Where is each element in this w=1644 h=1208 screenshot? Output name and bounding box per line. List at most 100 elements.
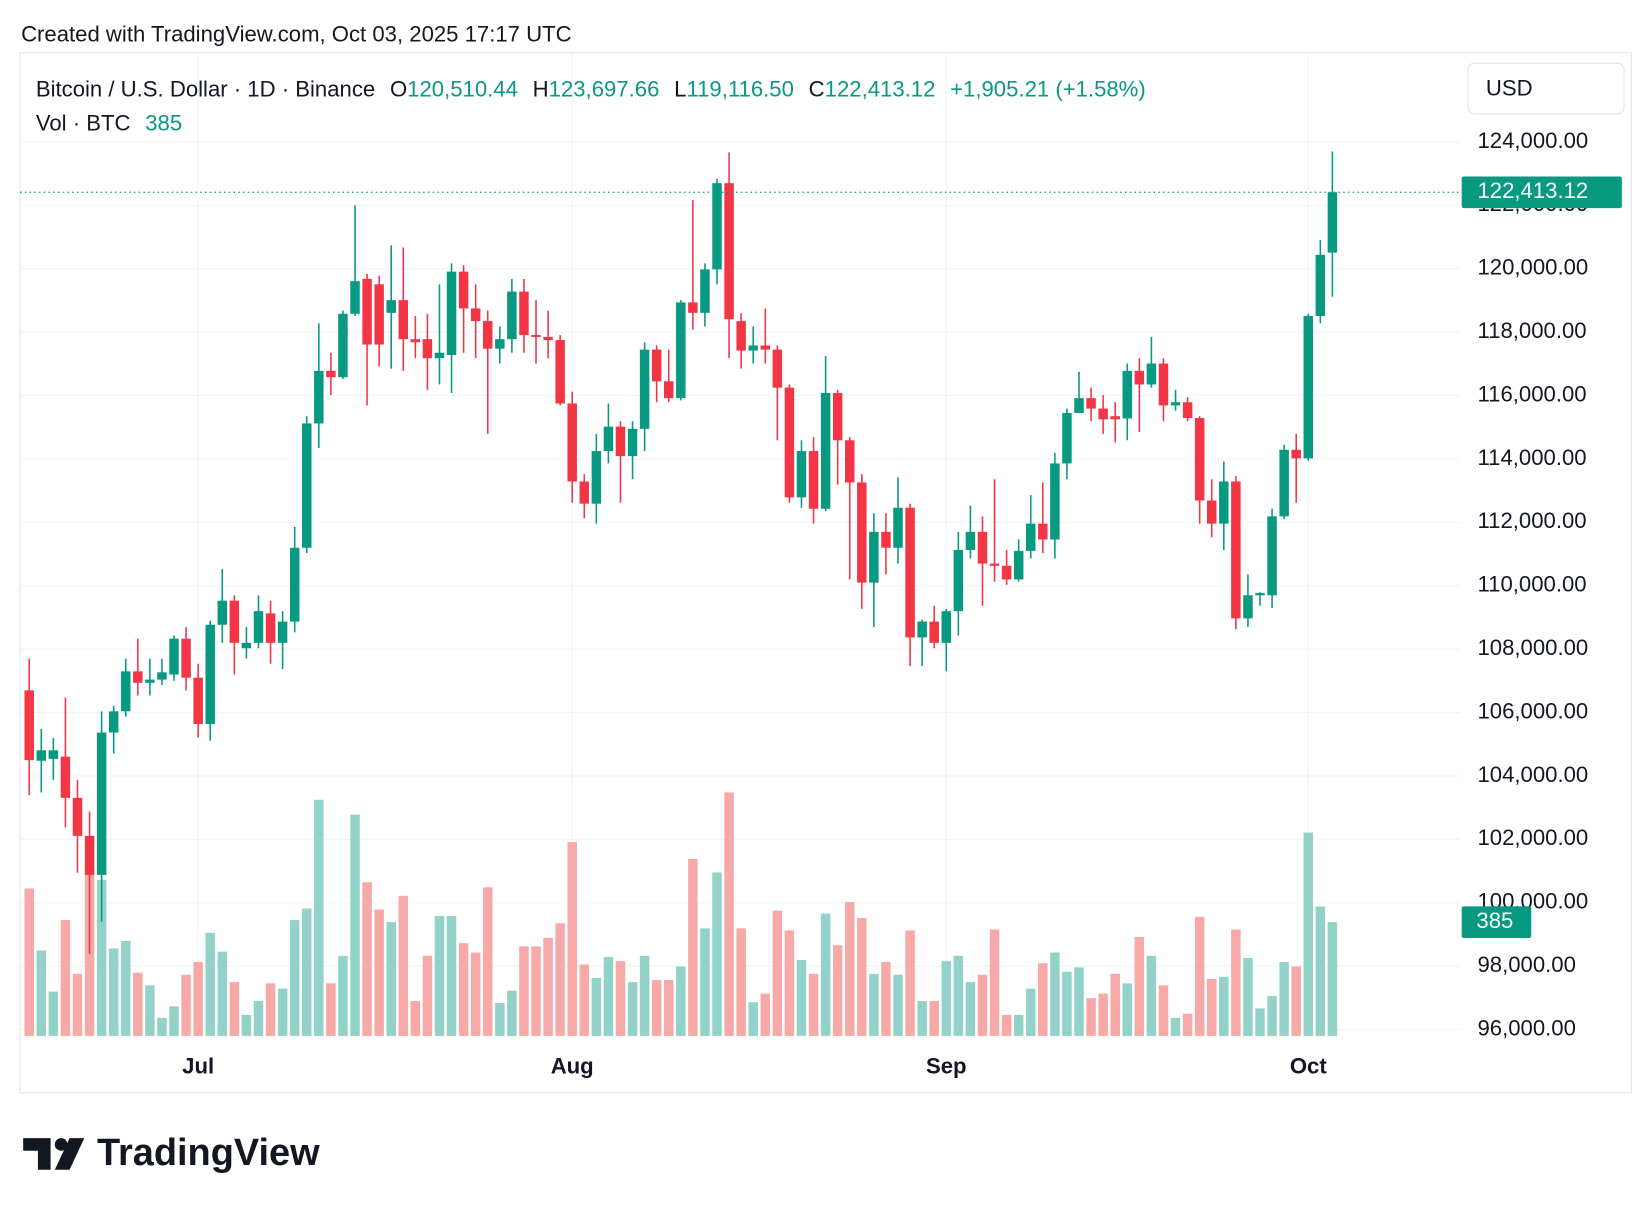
currency-button[interactable] <box>1467 62 1625 115</box>
candle-body <box>724 183 734 320</box>
volume-bar <box>24 888 34 1036</box>
volume-bar <box>857 917 867 1036</box>
candle-body <box>410 339 421 343</box>
candle-body <box>253 611 264 643</box>
volume-bar <box>410 1001 421 1036</box>
volume-bar <box>1219 976 1229 1036</box>
candles <box>20 151 1460 954</box>
candle-body <box>869 531 879 583</box>
candle-body <box>1110 416 1120 420</box>
volume-bar <box>531 946 541 1036</box>
volume-bars <box>24 792 1338 1036</box>
candle-body <box>639 349 650 429</box>
volume-bar <box>470 952 481 1036</box>
candle-body <box>543 336 553 341</box>
candle-body <box>84 835 95 875</box>
volume-bar <box>434 915 445 1036</box>
legend-line: Bitcoin / U.S. Dollar · 1D · Binance O120… <box>36 76 1146 101</box>
candle-body <box>796 451 807 498</box>
volume-bar <box>1243 957 1253 1036</box>
volume-bar <box>1231 929 1241 1036</box>
candle-body <box>133 671 143 683</box>
volume-bar <box>700 928 710 1036</box>
y-tick-label: 120,000.00 <box>1477 255 1588 280</box>
volume-bar <box>241 1014 252 1036</box>
volume-bar <box>362 882 372 1036</box>
candle-body <box>567 403 577 482</box>
volume-bar <box>651 980 662 1036</box>
volume-bar <box>712 872 722 1036</box>
candle-body <box>651 349 662 382</box>
candle-body <box>760 345 771 350</box>
volume-value: 385 <box>145 110 182 135</box>
candle-body <box>145 679 155 683</box>
candle-body <box>72 797 83 836</box>
volume-bar <box>1267 996 1277 1036</box>
volume-bar <box>265 983 276 1036</box>
candle-body <box>1231 481 1241 619</box>
volume-bar <box>603 957 614 1036</box>
volume-bar <box>627 982 638 1036</box>
c-label: C <box>809 76 825 101</box>
candle-body <box>1086 398 1096 409</box>
volume-bar <box>314 799 324 1036</box>
volume-bar <box>639 955 650 1036</box>
candle-body <box>1013 550 1024 580</box>
x-tick-label: Aug <box>551 1053 594 1078</box>
candle-body <box>676 302 686 399</box>
candle-body <box>1038 523 1048 540</box>
volume-bar <box>121 941 131 1036</box>
volume-bar <box>965 982 976 1036</box>
volume-bar <box>96 879 107 1036</box>
volume-bar <box>724 792 734 1036</box>
volume-bar <box>1194 916 1205 1036</box>
currency-label[interactable]: USD <box>1486 75 1533 100</box>
volume-bar <box>229 982 240 1036</box>
logo-icon <box>23 1138 51 1170</box>
candle-body <box>941 611 952 643</box>
volume-tag <box>1461 906 1532 938</box>
l-label: L <box>674 76 686 101</box>
volume-bar <box>748 1002 758 1036</box>
candle-body <box>1170 402 1181 406</box>
volume-bar <box>483 887 493 1036</box>
volume-bar <box>1001 1014 1012 1036</box>
candle-body <box>1303 316 1314 459</box>
candle-body <box>386 300 396 313</box>
volume-bar <box>1086 998 1096 1036</box>
volume-bar <box>458 943 469 1036</box>
candle-body <box>1182 402 1193 419</box>
volume-bar <box>145 985 155 1036</box>
volume-bar <box>543 937 553 1036</box>
volume-bar <box>302 908 312 1036</box>
volume-bar <box>1146 955 1157 1036</box>
y-tick-label: 104,000.00 <box>1477 762 1588 787</box>
volume-bar <box>905 930 915 1036</box>
volume-bar <box>784 930 795 1036</box>
candle-body <box>555 340 565 404</box>
candle-body <box>446 271 457 355</box>
volume-bar <box>1206 978 1217 1036</box>
volume-bar <box>941 961 952 1036</box>
volume-bar <box>555 923 565 1036</box>
volume-bar <box>808 973 819 1036</box>
candle-body <box>603 426 614 452</box>
candle-body <box>519 291 529 336</box>
candle-body <box>627 428 638 457</box>
candle-body <box>277 621 288 643</box>
volume-bar <box>495 1003 505 1036</box>
volume-bar <box>1170 1017 1181 1036</box>
volume-bar <box>1110 973 1120 1036</box>
candle-body <box>1279 449 1289 517</box>
candle-body <box>121 671 131 712</box>
candle-body <box>181 638 191 678</box>
candle-body <box>1327 192 1338 253</box>
candle-body <box>205 624 215 724</box>
volume-bar <box>217 951 228 1036</box>
candle-body <box>157 672 167 680</box>
candle-body <box>977 531 988 564</box>
volume-legend: Vol · BTC 385 <box>36 110 182 135</box>
volume-bar <box>253 1001 264 1036</box>
candle-body <box>1050 463 1060 540</box>
candle-body <box>36 750 47 761</box>
